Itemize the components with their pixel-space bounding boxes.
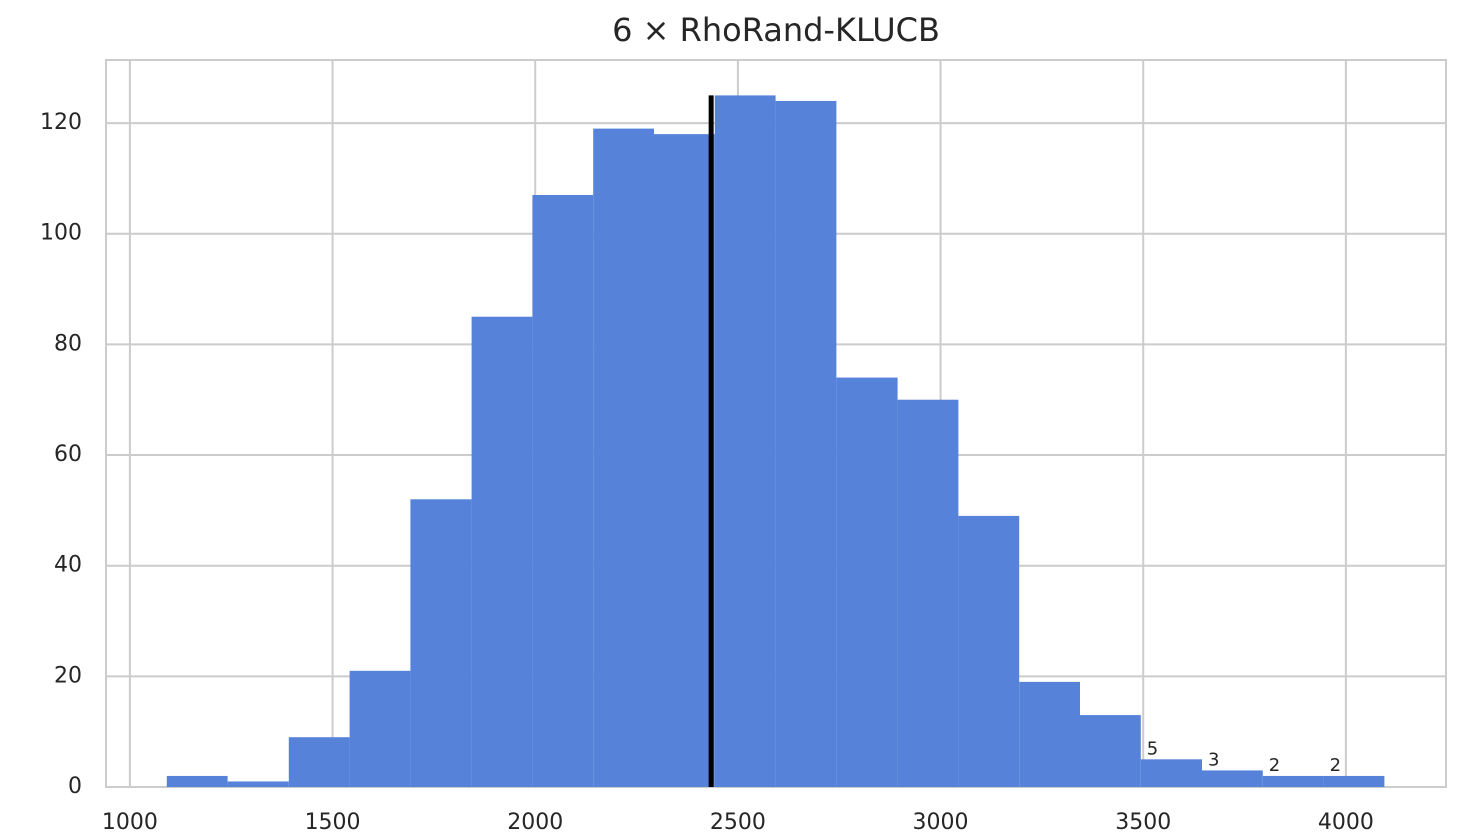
bar-label: 2 [1269, 755, 1280, 776]
bar [532, 194, 594, 787]
x-tick-label: 2500 [710, 810, 766, 835]
x-tick-label: 3500 [1115, 810, 1171, 835]
bar [593, 128, 654, 788]
bar [958, 515, 1020, 787]
bar [1019, 681, 1080, 787]
bar [1262, 775, 1324, 787]
y-tick-label: 80 [54, 331, 82, 356]
bar [897, 399, 959, 787]
x-tick-label: 2000 [507, 810, 563, 835]
bar [410, 499, 472, 787]
bar-label: 5 [1147, 738, 1158, 759]
y-tick-label: 40 [54, 553, 82, 578]
x-tick-label: 1500 [305, 810, 361, 835]
y-tick-label: 0 [68, 774, 82, 799]
bar-label: 2 [1330, 755, 1341, 776]
bar [836, 377, 898, 787]
y-tick-label: 60 [54, 442, 82, 467]
bar [1140, 759, 1202, 787]
bar [166, 775, 228, 787]
bar-label: 3 [1208, 749, 1219, 770]
bar [1201, 770, 1263, 787]
bar [349, 670, 411, 787]
bar [227, 781, 289, 787]
y-tick-label: 100 [40, 221, 82, 246]
x-tick-label: 3000 [913, 810, 969, 835]
chart-title: 6 × RhoRand-KLUCB [612, 11, 940, 49]
bar [653, 134, 715, 788]
bar [288, 737, 350, 787]
x-tick-label: 4000 [1318, 810, 1374, 835]
bar [714, 95, 776, 788]
y-tick-label: 120 [40, 110, 82, 135]
bar [1079, 715, 1141, 787]
x-tick-label: 1000 [102, 810, 158, 835]
y-tick-label: 20 [54, 663, 82, 688]
bar [471, 316, 533, 787]
bar [1323, 775, 1385, 787]
bar [775, 100, 837, 788]
